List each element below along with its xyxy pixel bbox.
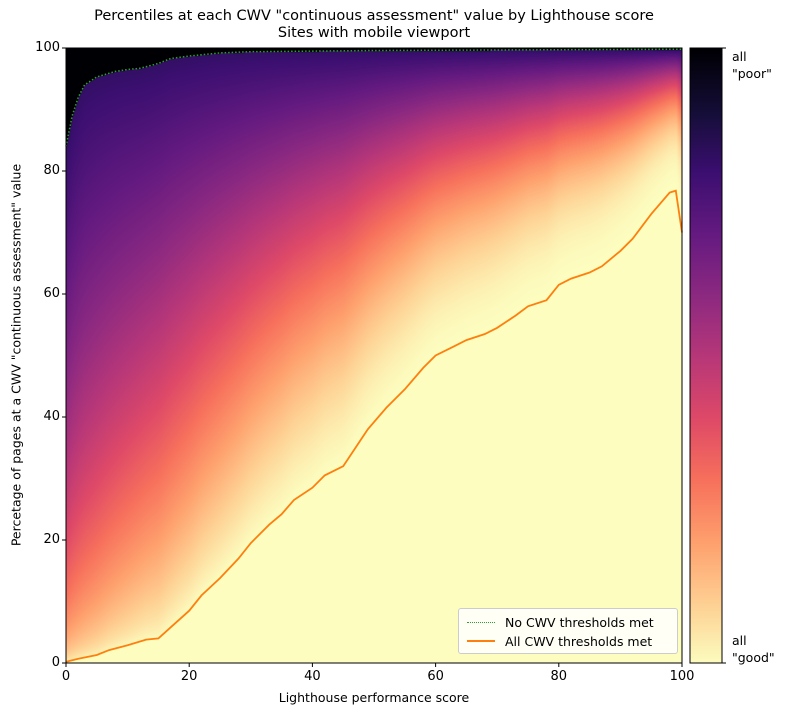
x-tick-label: 80	[550, 669, 568, 684]
y-tick-label: 60	[43, 286, 60, 301]
legend-item-no-cwv: No CWV thresholds met	[467, 613, 654, 631]
legend-swatch-solid	[467, 640, 495, 642]
chart-title: Percentiles at each CWV "continuous asse…	[0, 8, 748, 42]
y-tick-label: 40	[43, 409, 60, 424]
legend-label: No CWV thresholds met	[505, 614, 654, 630]
x-tick-label: 40	[304, 669, 321, 684]
colorbar-bottom-label: all "good"	[732, 633, 775, 665]
y-tick-label: 80	[43, 163, 60, 178]
plot-frame	[65, 47, 683, 664]
x-tick-label: 60	[427, 669, 444, 684]
title-line: Percentiles at each CWV "continuous asse…	[94, 8, 654, 24]
y-tick-label: 100	[35, 40, 60, 55]
heatmap-image	[66, 48, 682, 663]
colorbar	[690, 48, 722, 663]
legend: No CWV thresholds met All CWV thresholds…	[458, 608, 678, 654]
x-tick-label: 100	[669, 669, 695, 684]
x-axis-label: Lighthouse performance score	[278, 690, 470, 705]
colorbar-frame	[689, 47, 723, 664]
legend-label: All CWV thresholds met	[505, 633, 653, 649]
legend-item-all-cwv: All CWV thresholds met	[467, 632, 652, 650]
y-tick-label: 20	[43, 532, 60, 547]
no-cwv-thresholds-line	[65, 48, 683, 147]
all-cwv-thresholds-line	[65, 189, 683, 663]
y-axis-label: Percetage of pages at a CWV "continuous …	[8, 163, 24, 547]
subtitle-line: Sites with mobile viewport	[277, 25, 471, 41]
x-tick-label: 20	[180, 669, 198, 684]
y-tick-label: 0	[51, 655, 60, 670]
colorbar-top-label: all "poor"	[732, 49, 772, 81]
x-tick-label: 0	[61, 669, 71, 684]
legend-swatch-dotted	[467, 621, 495, 623]
